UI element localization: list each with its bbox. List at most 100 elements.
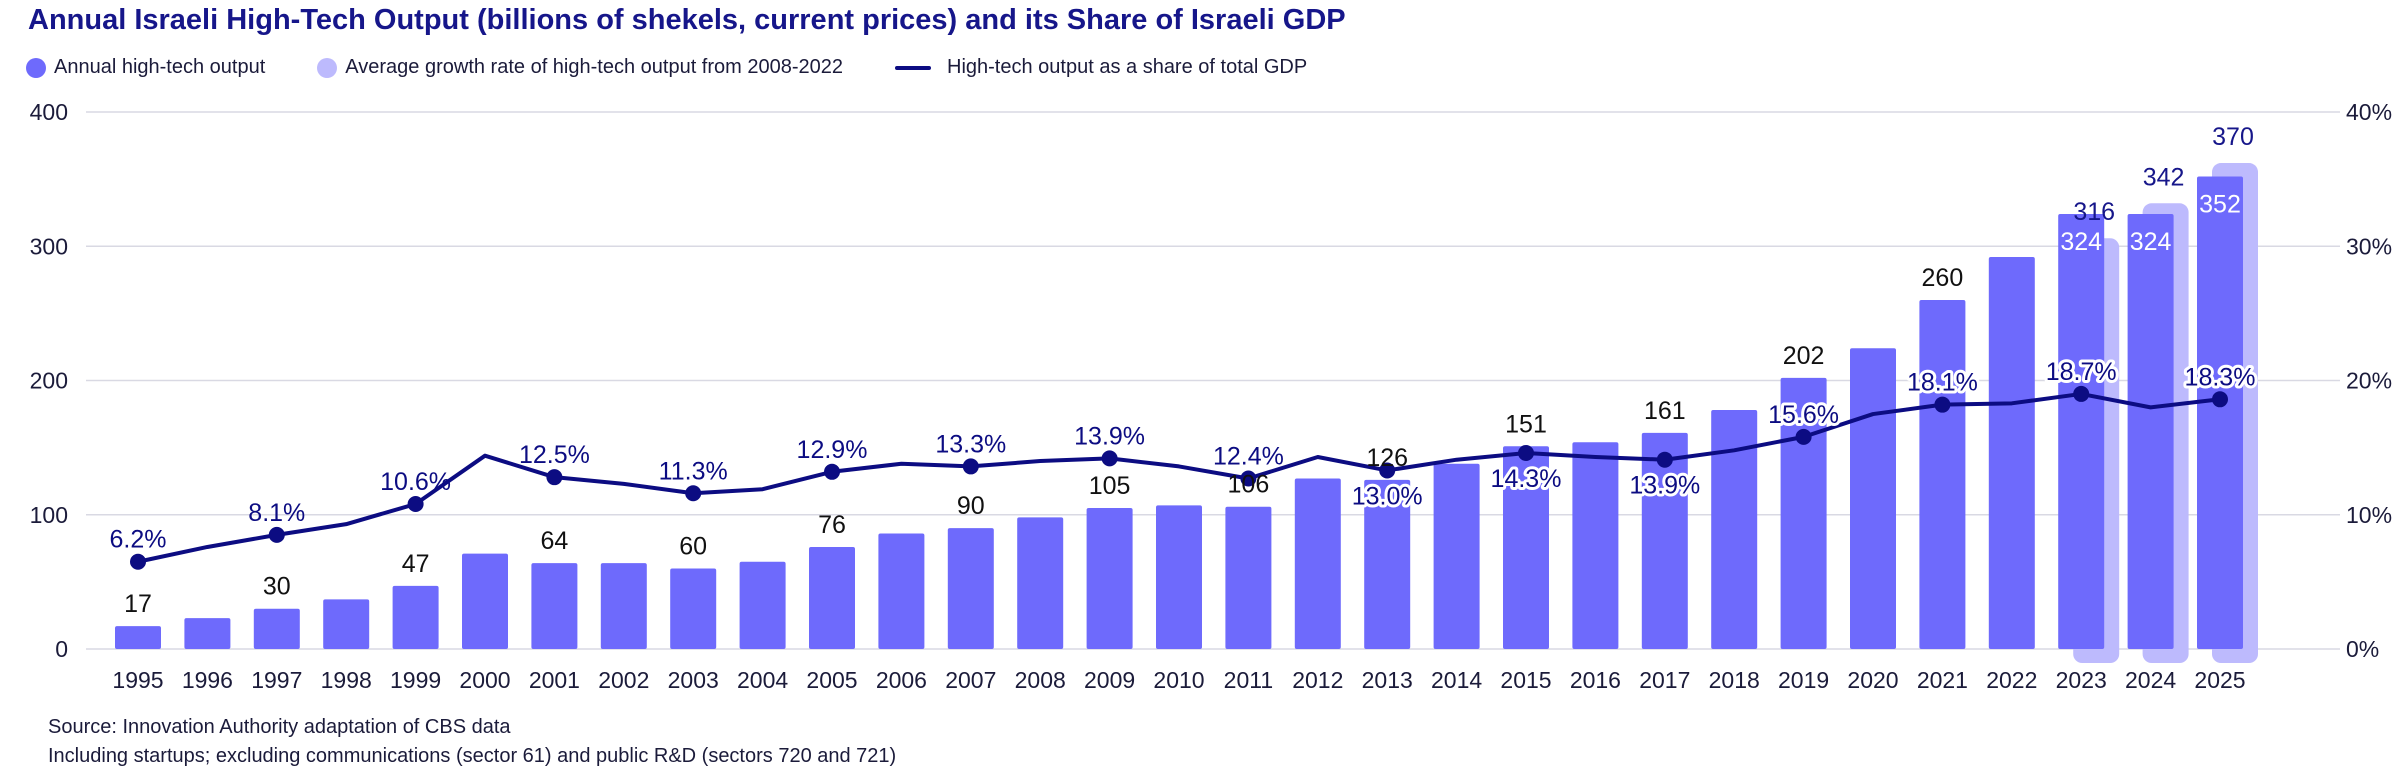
legend-item-gdp-share[interactable]: High-tech output as a share of total GDP (895, 56, 1307, 79)
y-left-tick-label: 200 (30, 368, 68, 394)
x-tick-label: 2020 (1847, 667, 1898, 693)
x-tick-label: 1998 (321, 667, 372, 693)
x-tick-label: 2019 (1778, 667, 1829, 693)
output-bar-label: 126 (1366, 444, 1408, 472)
gdp-share-point (1379, 462, 1396, 479)
x-tick-label: 2023 (2056, 667, 2107, 693)
y-right-tick-label: 30% (2346, 233, 2392, 259)
gdp-share-label: 13.3% (935, 430, 1006, 458)
output-bar-label: 106 (1228, 471, 1270, 499)
gdp-share-label: 18.3% (2185, 363, 2256, 391)
legend: Annual high-tech output Average growth r… (26, 56, 1359, 79)
x-tick-label: 2009 (1084, 667, 1135, 693)
output-bar (2058, 214, 2105, 649)
output-bar (462, 553, 508, 649)
trend-bar-label: 342 (2143, 163, 2185, 191)
output-bar (2127, 214, 2174, 649)
y-right-tick-label: 40% (2346, 99, 2392, 125)
output-bar (253, 608, 300, 649)
gdp-share-label: 12.4% (1213, 443, 1284, 471)
output-bar-label: 105 (1089, 472, 1131, 500)
x-tick-label: 2007 (945, 667, 996, 693)
legend-label-annual-output: Annual high-tech output (54, 56, 266, 78)
output-bar (1919, 299, 1966, 649)
output-bar-label: 47 (402, 550, 430, 578)
output-bar (1433, 463, 1480, 649)
output-bar-label: 90 (957, 492, 985, 520)
trend-bar-label: 370 (2212, 123, 2254, 151)
output-bar-label: 324 (2130, 228, 2172, 256)
output-bar (1225, 506, 1272, 649)
gdp-share-point (1240, 470, 1257, 487)
gdp-share-label: 10.6% (380, 468, 451, 496)
x-tick-label: 2013 (1362, 667, 1413, 693)
output-bar (115, 626, 161, 649)
x-tick-label: 1995 (112, 667, 163, 693)
output-bar (947, 528, 994, 649)
gdp-share-label: 8.1% (248, 499, 305, 527)
output-bar-label: 352 (2199, 190, 2241, 218)
output-bar (739, 561, 786, 649)
output-bar-label: 202 (1783, 342, 1825, 370)
y-left-tick-label: 0 (55, 636, 68, 662)
output-bar (1294, 478, 1341, 649)
gdp-share-point (1795, 428, 1812, 445)
gdp-share-point (2073, 385, 2090, 402)
output-bar (1156, 505, 1202, 649)
legend-swatch-annual-output (26, 57, 46, 78)
output-bar (670, 568, 717, 649)
output-bar (1086, 508, 1133, 649)
gdp-share-point (2212, 391, 2228, 408)
axes: 0 100 200 300 400 0% 10% 20% 30% 40% 1995 1996 1997 1… (30, 99, 2392, 693)
gdp-share-label: 13.9% (1629, 472, 1700, 500)
legend-swatch-gdp-share (895, 65, 932, 70)
gdp-share-label: 18.7% (2046, 358, 2117, 386)
y-left-tick-label: 300 (30, 233, 68, 259)
output-bar (323, 599, 370, 649)
output-bar (1641, 432, 1688, 649)
output-bar (1503, 446, 1549, 649)
output-bar-label: 324 (2060, 228, 2102, 256)
output-bar-label: 64 (540, 527, 568, 555)
output-bar (600, 563, 647, 649)
output-bar-label: 151 (1505, 410, 1547, 438)
source-note: Source: Innovation Authority adaptation … (48, 716, 511, 738)
y-right-tick-label: 20% (2346, 368, 2392, 394)
gdp-share-point (1101, 450, 1118, 467)
x-tick-label: 2003 (668, 667, 719, 693)
footnote: Including startups; excluding communicat… (48, 745, 897, 767)
output-bar-label: 161 (1644, 397, 1686, 425)
x-tick-label: 2005 (806, 667, 857, 693)
x-tick-label: 2011 (1224, 667, 1273, 693)
gdp-share-label: 12.9% (797, 436, 868, 464)
legend-item-average-growth[interactable]: Average growth rate of high-tech output … (317, 56, 843, 79)
x-tick-label: 2016 (1570, 667, 1621, 693)
x-tick-label: 2004 (737, 667, 788, 693)
output-bar (1780, 377, 1827, 649)
gdp-share-label: 6.2% (110, 526, 167, 554)
output-bar (1988, 256, 2035, 649)
legend-label-average-growth: Average growth rate of high-tech output … (345, 56, 844, 78)
x-tick-label: 2015 (1500, 667, 1551, 693)
gdp-share-label: 12.5% (519, 441, 590, 469)
gdp-share-label: 15.6% (1768, 401, 1839, 429)
output-bar (184, 618, 231, 649)
x-tick-label: 2000 (459, 667, 510, 693)
output-bar (531, 563, 578, 649)
output-bar-label: 30 (263, 573, 291, 601)
output-bar (878, 533, 925, 649)
x-tick-label: 1997 (251, 667, 302, 693)
x-tick-label: 2022 (1986, 667, 2037, 693)
gdp-share-point (1934, 396, 1951, 413)
output-bar (392, 585, 439, 649)
x-tick-label: 2017 (1639, 667, 1690, 693)
x-tick-label: 2024 (2125, 667, 2176, 693)
gdp-share-point (130, 553, 146, 570)
x-tick-label: 2002 (598, 667, 649, 693)
chart-title: Annual Israeli High-Tech Output (billion… (28, 4, 1346, 36)
gdp-share-label: 13.9% (1074, 422, 1145, 450)
output-bar (1572, 442, 1619, 649)
trend-bar-label: 316 (2073, 198, 2115, 226)
legend-item-annual-output[interactable]: Annual high-tech output (26, 56, 265, 79)
x-tick-label: 2008 (1015, 667, 1066, 693)
